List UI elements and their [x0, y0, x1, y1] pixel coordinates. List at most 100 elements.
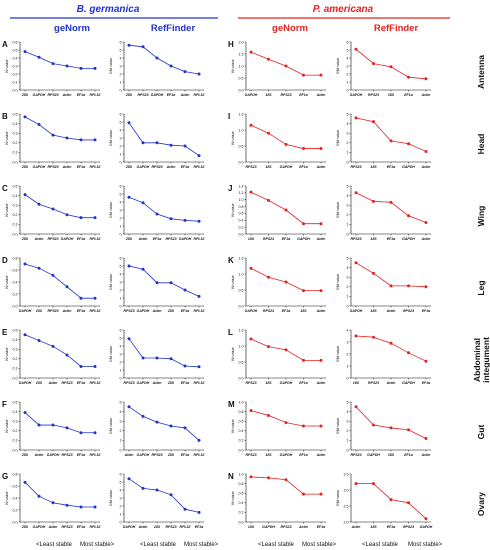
x-tick-label: RPS23 [280, 93, 291, 97]
panel-pa-genorm-6: N 0.0 0.2 0.4 0.6 0.8 1.0 M value 18S GAPDH RPS23 A… [228, 472, 326, 529]
data-point [267, 345, 270, 349]
data-point [319, 73, 323, 77]
series-line [24, 194, 95, 219]
x-tick-label: RPS23 [263, 237, 274, 241]
y-tick-label: 0.4 [13, 122, 18, 126]
y-tick-label: 0.4 [13, 496, 18, 500]
y-tick-label: 1 [120, 152, 122, 156]
panel-pa-genorm-4: L 0.0 0.5 1.0 1.5 M value RPS23 18S GAPDH EF1α Act… [228, 328, 326, 385]
y-axis-label: M value [231, 491, 235, 504]
panel-letter: E [2, 328, 8, 337]
x-tick-label: RPS23 [151, 165, 162, 169]
x-tick-label: Actin [386, 381, 396, 385]
y-tick-label: 1.0 [239, 64, 244, 68]
panel-bg-genorm-3: D 0.0 0.2 0.4 0.6 0.8 M value GAPDH 28S RPS23 Acti… [2, 256, 100, 313]
data-point [354, 334, 358, 338]
data-point [372, 199, 375, 203]
data-point [424, 77, 428, 81]
y-axis-label: GM value [109, 130, 113, 146]
x-tick-label: Actin [152, 381, 162, 385]
series-line [355, 406, 427, 439]
data-point [407, 428, 410, 432]
y-tick-label: 4 [120, 410, 122, 414]
series-line [128, 44, 200, 75]
y-tick-label: 0.8 [13, 256, 18, 260]
y-axis-label: GM value [336, 346, 340, 362]
x-tick-label: GAPDH [245, 93, 258, 97]
x-tick-label: 18S [353, 381, 360, 385]
y-tick-label: 2 [120, 429, 122, 433]
data-point [155, 56, 159, 60]
x-tick-label: RPL32 [90, 309, 101, 313]
x-tick-label: EF1α [404, 453, 413, 457]
data-point [127, 264, 131, 268]
right-genorm-title: geNorm [272, 23, 308, 34]
y-tick-label: 0.1 [13, 151, 18, 155]
data-point [197, 219, 201, 223]
data-point [302, 492, 305, 496]
y-tick-label: 0.0 [239, 232, 244, 236]
panel-letter: K [228, 256, 234, 265]
tissue-label-gut: Gut [476, 425, 486, 440]
panel-pa-genorm-1: I 0.0 0.5 1.0 1.5 M value RPS23 18S GAPDH EF1α Act… [228, 112, 326, 169]
x-tick-label: RPS23 [245, 453, 256, 457]
data-point [93, 216, 97, 220]
y-tick-label: 1 [120, 224, 122, 228]
y-tick-label: 4 [347, 122, 349, 126]
tissue-label-leg: Leg [476, 280, 486, 295]
x-tick-label: 18S [370, 525, 377, 529]
y-tick-label: 4 [120, 128, 122, 132]
data-point [79, 216, 83, 220]
data-point [79, 138, 83, 142]
y-tick-label: 6 [120, 40, 122, 44]
series-line [355, 335, 427, 362]
y-axis-label: GM value [336, 202, 340, 218]
data-point [79, 505, 83, 509]
x-tick-label: GAPDH [262, 525, 275, 529]
y-tick-label: 0.1 [13, 80, 18, 84]
data-point [51, 133, 55, 137]
x-tick-label: GAPDH [420, 525, 433, 529]
data-point [65, 136, 69, 140]
y-tick-label: 3 [347, 420, 349, 424]
y-tick-label: 0.6 [13, 268, 18, 272]
x-tick-label: Actin [138, 237, 148, 241]
data-point [319, 492, 323, 496]
y-tick-label: 2 [120, 144, 122, 148]
series-line [128, 338, 200, 368]
data-point [389, 65, 393, 69]
x-tick-label: 28S [125, 165, 133, 169]
tissue-label-abdominal-integument: Abdominal [472, 338, 482, 382]
panel-letter: G [2, 472, 8, 481]
panel-letter: L [228, 328, 233, 337]
data-point [389, 426, 393, 430]
x-tick-label: Actin [421, 93, 431, 97]
y-tick-label: 1.0 [239, 344, 244, 348]
data-point [424, 149, 428, 153]
x-tick-label: Actin [48, 381, 58, 385]
data-point [424, 359, 428, 363]
data-point [23, 262, 27, 266]
y-tick-label: 0.6 [239, 212, 244, 216]
y-tick-label: 0.6 [13, 484, 18, 488]
panel-bg-reffinder-3: 0 1 2 3 4 5 6 GM value RPS23 GAPDH Actin 28S EF1α RPL… [109, 256, 204, 313]
data-point [37, 123, 41, 127]
panel-letter: F [2, 400, 7, 409]
panel-bg-reffinder-2: 0 1 2 3 4 5 6 GM value 28S Actin EF1α RPS23 GAPDH RPL… [109, 184, 204, 241]
x-tick-label: 18S [265, 165, 272, 169]
x-tick-label: RPS23 [123, 309, 134, 313]
x-tick-label: GAPDH [137, 165, 150, 169]
x-tick-label: 18S [248, 237, 255, 241]
data-point [169, 281, 173, 285]
panel-pa-reffinder-4: 0 1 2 3 4 GM value 18S RPS23 Actin GAPDH EF1α [336, 328, 431, 385]
y-tick-label: 5 [347, 400, 349, 404]
x-tick-label: GAPDH [350, 309, 363, 313]
data-point [302, 289, 305, 293]
y-axis-label: M value [5, 59, 9, 72]
x-tick-label: EF1α [77, 237, 86, 241]
y-tick-label: 0.5 [13, 328, 18, 332]
data-point [284, 280, 288, 284]
y-axis-label: M value [231, 347, 235, 360]
data-point [407, 214, 410, 218]
